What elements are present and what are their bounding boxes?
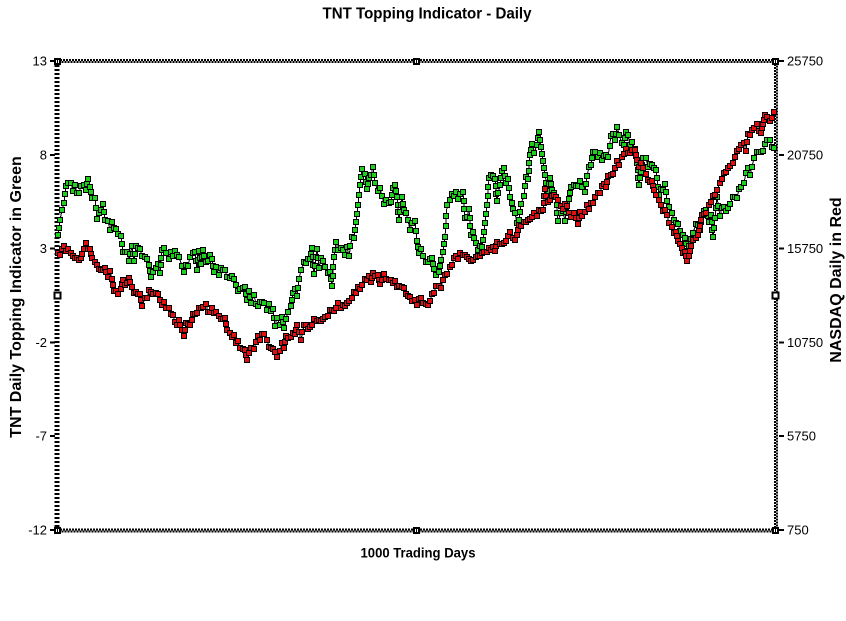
svg-text:NASDAQ Daily in Red: NASDAQ Daily in Red [828, 197, 845, 362]
svg-text:750: 750 [787, 523, 809, 538]
svg-text:3: 3 [40, 241, 47, 256]
svg-text:-12: -12 [28, 523, 47, 538]
svg-text:15750: 15750 [787, 241, 823, 256]
svg-text:5750: 5750 [787, 429, 816, 444]
svg-text:20750: 20750 [787, 147, 823, 162]
svg-text:13: 13 [33, 54, 47, 69]
svg-text:TNT Topping Indicator - Daily: TNT Topping Indicator - Daily [323, 6, 532, 23]
svg-text:1000 Trading Days: 1000 Trading Days [361, 545, 476, 561]
svg-text:8: 8 [40, 147, 47, 162]
svg-text:10750: 10750 [787, 335, 823, 350]
svg-text:-7: -7 [35, 429, 47, 444]
svg-text:-2: -2 [35, 335, 47, 350]
svg-text:25750: 25750 [787, 54, 823, 69]
svg-text:TNT Daily Topping Indicator in: TNT Daily Topping Indicator in Green [8, 156, 25, 438]
